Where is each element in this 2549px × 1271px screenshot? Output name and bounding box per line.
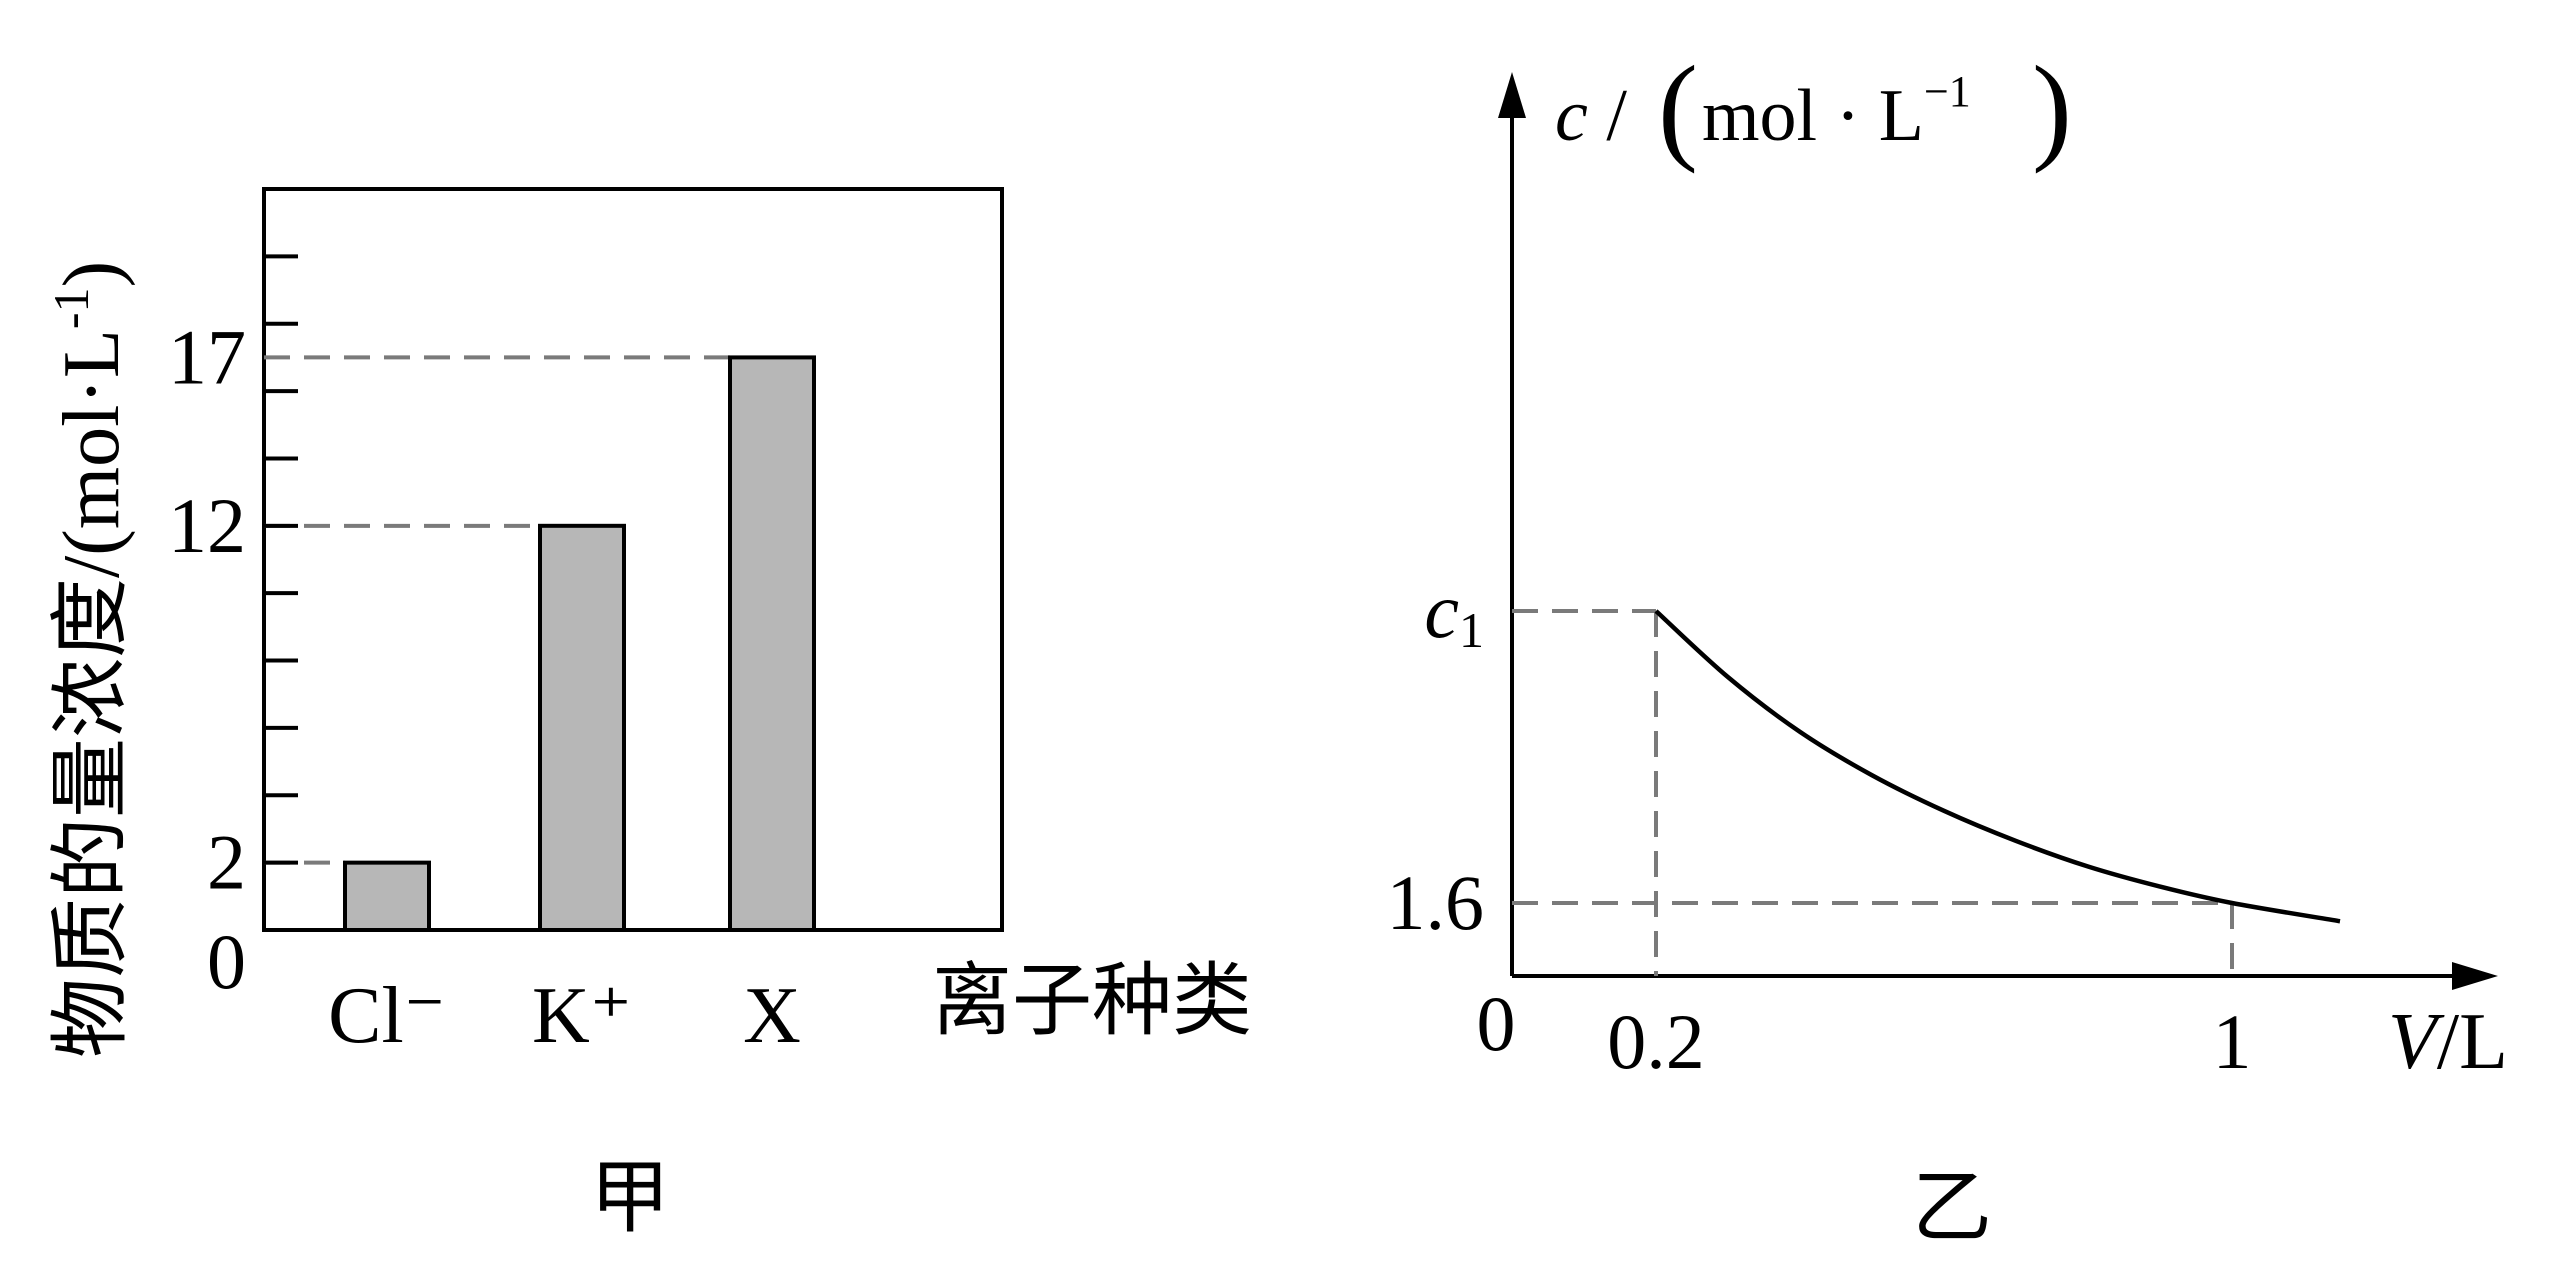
bar-reference-lines <box>264 355 730 865</box>
line-y-axis-title-sep: / <box>1588 75 1628 157</box>
bar-y-ticks <box>264 254 298 865</box>
line-y-axis-arrow <box>1498 72 1526 118</box>
bar-chart: 0 2 12 17 Cl⁻ K⁺ X 离子种类 物质的量浓度/(mol·L-1) 甲 <box>43 187 1252 1243</box>
line-x-tick-labels: 0 0.2 1 <box>1477 980 2252 1085</box>
line-x-tick-label: 0.2 <box>1607 998 1705 1085</box>
bar-3 <box>728 355 816 932</box>
line-chart: 0 0.2 1 1.6c1 c / ( mol · L−1 ) V/L 乙 <box>1387 41 2508 1253</box>
line-y-axis-title-var: c <box>1555 75 1588 157</box>
bar-x-tick-label: K⁺ <box>532 972 632 1060</box>
line-x-axis-title: V/L <box>2388 998 2508 1086</box>
line-y-axis-title-sup: −1 <box>1924 67 1971 116</box>
line-x-axis-title-var: V <box>2388 998 2445 1086</box>
line-x-axis-arrow <box>2452 962 2498 990</box>
bar-y-axis-title-main: 物质的量浓度/(mol·L <box>48 329 136 1058</box>
line-x-tick-label: 1 <box>2213 998 2252 1085</box>
bar-x-tick-label: X <box>743 972 801 1060</box>
line-y-axis-title-rparen: ) <box>2032 41 2072 174</box>
bar-y-tick-label: 2 <box>207 819 246 906</box>
bar-x-axis-title: 离子种类 <box>932 958 1252 1046</box>
bar-y-axis-title-sup: -1 <box>43 288 99 330</box>
line-y-tick-label: c1 <box>1424 567 1484 658</box>
line-y-tick-label: 1.6 <box>1387 859 1485 946</box>
bar-x-tick-labels: Cl⁻ K⁺ X <box>328 972 801 1060</box>
line-y-axis-title-unit: mol · L <box>1702 75 1924 157</box>
bar-plot-frame <box>262 187 1004 932</box>
bar-y-tick-label: 0 <box>207 918 246 1005</box>
line-x-tick-label: 0 <box>1477 980 1516 1067</box>
line-chart-caption: 乙 <box>1912 1165 1992 1253</box>
bar-chart-caption: 甲 <box>590 1155 670 1243</box>
bar-1 <box>343 860 431 932</box>
line-y-axis-title-lparen: ( <box>1658 41 1698 174</box>
bar-y-tick-labels: 0 2 12 17 <box>168 313 246 1005</box>
bar-2 <box>538 523 626 932</box>
line-y-tick-labels: 1.6 c1 <box>1387 567 1485 946</box>
line-series-curve <box>1654 609 2341 924</box>
line-y-axis-title: c / <box>1555 75 1627 157</box>
bar-y-axis-title-close: ) <box>48 261 136 288</box>
line-y-axis-title-unit-text: mol · L−1 <box>1702 67 1971 157</box>
bar-series <box>343 355 816 932</box>
line-y-tick-label-sub: 1 <box>1459 602 1484 658</box>
line-y-tick-label-var: c <box>1424 567 1459 654</box>
bar-y-tick-label: 12 <box>168 482 246 569</box>
line-x-axis-title-unit: /L <box>2437 998 2508 1086</box>
line-guide-lines <box>1512 609 2234 976</box>
bar-x-tick-label: Cl⁻ <box>328 972 446 1060</box>
bar-y-tick-label: 17 <box>168 313 246 400</box>
bar-y-axis-title: 物质的量浓度/(mol·L-1) <box>43 261 136 1058</box>
